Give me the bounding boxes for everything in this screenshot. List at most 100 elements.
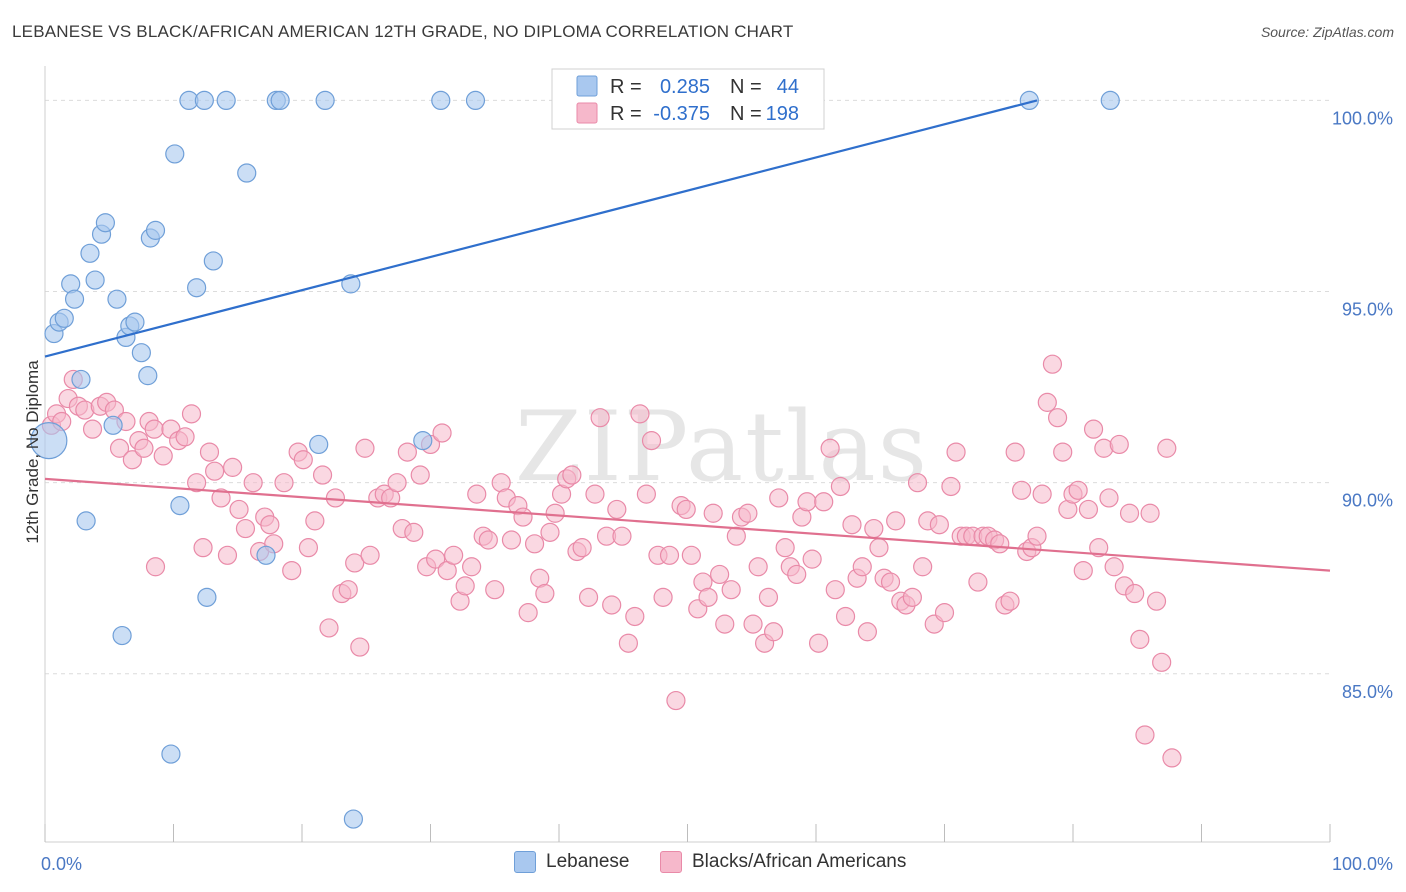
data-point-blacks xyxy=(659,545,680,565)
data-point-blacks xyxy=(1083,419,1104,439)
data-point-blacks xyxy=(886,511,906,531)
data-point-blacks xyxy=(1125,583,1145,604)
data-point-blacks xyxy=(612,526,632,546)
data-point-blacks xyxy=(325,488,346,508)
legend-n-label-1: N = xyxy=(730,76,762,98)
data-point-lebanese xyxy=(256,545,276,565)
data-point-blacks xyxy=(913,557,933,577)
legend-swatch-lebanese-bottom xyxy=(514,851,536,873)
data-point-blacks xyxy=(205,461,225,481)
data-point-lebanese xyxy=(112,625,132,646)
legend-item-blacks: Blacks/African Americans xyxy=(660,851,906,873)
data-point-lebanese xyxy=(237,163,257,183)
data-point-blacks xyxy=(187,473,207,493)
data-point-blacks xyxy=(193,538,213,558)
data-point-blacks xyxy=(808,633,829,653)
data-point-blacks xyxy=(109,438,130,458)
data-point-blacks xyxy=(1047,408,1068,428)
data-point-blacks xyxy=(467,484,487,504)
data-point-blacks xyxy=(934,603,955,623)
data-point-blacks xyxy=(1032,484,1052,504)
data-point-blacks xyxy=(721,580,741,600)
data-point-blacks xyxy=(478,530,498,550)
legend-item-lebanese: Lebanese xyxy=(514,851,629,873)
data-point-blacks xyxy=(175,427,195,447)
data-point-blacks xyxy=(410,465,430,485)
data-point-blacks xyxy=(199,442,220,462)
data-point-blacks xyxy=(710,564,730,585)
data-point-blacks xyxy=(625,606,645,627)
data-point-lebanese xyxy=(125,312,145,332)
data-point-blacks xyxy=(243,473,263,493)
data-point-blacks xyxy=(814,492,834,512)
data-point-blacks xyxy=(1157,438,1177,458)
data-point-blacks xyxy=(144,419,164,439)
data-point-blacks xyxy=(462,557,482,577)
data-point-lebanese xyxy=(465,90,486,111)
data-point-blacks xyxy=(134,438,154,458)
data-point-blacks xyxy=(1037,392,1057,412)
data-point-lebanese xyxy=(413,431,433,451)
y-tick-label: 95.0% xyxy=(1342,300,1393,320)
data-point-blacks xyxy=(305,511,325,531)
data-point-blacks xyxy=(869,538,889,558)
data-point-blacks xyxy=(122,450,142,470)
data-point-blacks xyxy=(946,442,966,462)
legend-n-value-2: 198 xyxy=(766,103,799,125)
data-point-blacks xyxy=(748,557,768,577)
data-point-blacks xyxy=(397,442,417,462)
data-point-blacks xyxy=(350,637,370,657)
data-point-blacks xyxy=(540,522,560,542)
data-point-lebanese xyxy=(80,243,100,263)
data-point-blacks xyxy=(1130,629,1150,649)
data-point-blacks xyxy=(338,580,358,600)
data-point-blacks xyxy=(907,473,928,493)
data-point-blacks xyxy=(802,549,822,569)
data-point-lebanese xyxy=(161,744,181,764)
data-point-blacks xyxy=(293,450,313,470)
data-point-blacks xyxy=(835,606,856,627)
data-point-blacks xyxy=(524,534,545,554)
legend-swatch-lebanese xyxy=(576,75,598,97)
data-point-lebanese xyxy=(54,308,74,328)
data-point-lebanese xyxy=(95,213,115,233)
data-point-blacks xyxy=(585,484,605,504)
data-point-blacks xyxy=(681,545,701,565)
legend-r-label-2: R = xyxy=(610,103,642,125)
data-point-blacks xyxy=(1000,591,1020,611)
data-point-blacks xyxy=(607,499,627,520)
legend-label-lebanese: Lebanese xyxy=(546,851,630,872)
data-point-lebanese xyxy=(197,587,217,607)
source-credit: Source: ZipAtlas.com xyxy=(1260,24,1394,40)
data-point-lebanese xyxy=(187,278,207,298)
data-point-blacks xyxy=(636,484,656,504)
data-point-blacks xyxy=(590,408,610,428)
data-point-blacks xyxy=(1053,442,1073,462)
data-point-blacks xyxy=(666,690,686,711)
data-point-blacks xyxy=(842,515,862,535)
data-point-blacks xyxy=(298,538,319,558)
data-point-blacks xyxy=(852,557,872,577)
data-point-blacks xyxy=(432,423,452,443)
data-point-blacks xyxy=(1109,434,1129,455)
data-point-blacks xyxy=(404,522,424,542)
data-point-blacks xyxy=(1146,591,1167,611)
data-point-blacks xyxy=(217,545,238,565)
data-point-blacks xyxy=(535,583,555,604)
data-point-blacks xyxy=(902,587,922,607)
y-tick-label: 90.0% xyxy=(1342,491,1393,511)
data-point-lebanese xyxy=(270,90,290,111)
data-point-blacks xyxy=(758,587,779,607)
data-point-lebanese xyxy=(170,496,190,516)
data-point-blacks xyxy=(1119,503,1140,523)
data-point-blacks xyxy=(153,446,173,466)
legend-n-value-1: 44 xyxy=(777,76,799,98)
trend-lines xyxy=(44,99,1331,572)
data-point-lebanese xyxy=(71,369,91,390)
data-point-lebanese xyxy=(343,809,363,829)
data-point-blacks xyxy=(698,587,718,607)
data-point-blacks xyxy=(82,419,103,439)
data-point-blacks xyxy=(282,560,302,581)
data-point-blacks xyxy=(223,457,243,477)
data-point-blacks xyxy=(830,476,851,497)
